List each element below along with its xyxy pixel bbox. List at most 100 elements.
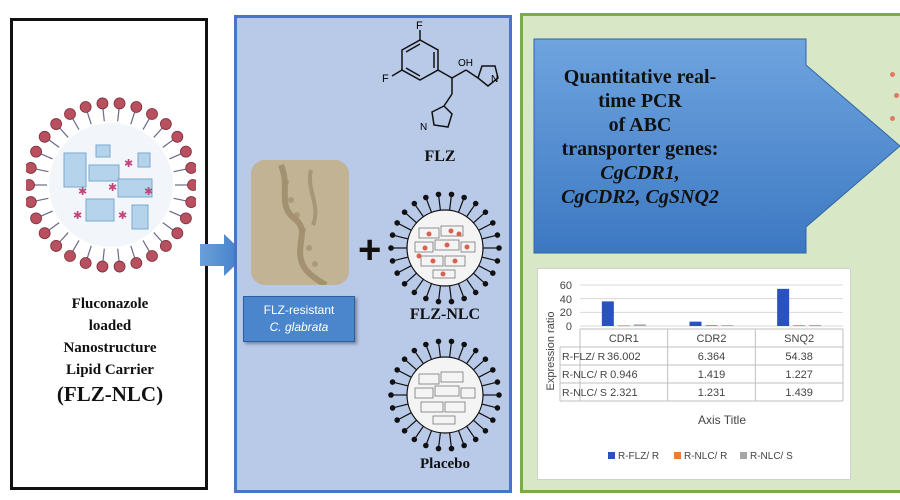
lipid-tail bbox=[173, 197, 188, 202]
surfactant-head bbox=[435, 445, 442, 452]
lipid-head bbox=[185, 196, 196, 208]
legend-label: R-NLC/ R bbox=[684, 451, 727, 462]
lipid-tail bbox=[39, 152, 53, 160]
nlc-caption: Fluconazole loaded Nanostructure Lipid C… bbox=[20, 293, 200, 407]
surfactant-head bbox=[411, 347, 418, 354]
legend-swatch bbox=[740, 452, 747, 459]
lipid-tail bbox=[58, 232, 69, 244]
surfactant-head bbox=[482, 281, 489, 287]
lipid-head bbox=[79, 257, 92, 269]
lipid-head bbox=[159, 118, 172, 130]
drug-molecule: ✱ bbox=[73, 210, 82, 222]
lipid-head bbox=[64, 108, 76, 120]
surfactant-head bbox=[388, 245, 394, 251]
category-label: CDR1 bbox=[609, 333, 639, 345]
surfactant-head bbox=[461, 341, 467, 348]
surfactant-head bbox=[472, 289, 479, 296]
surfactant-head bbox=[423, 341, 429, 348]
lipid-head bbox=[96, 260, 109, 273]
lipid-head bbox=[146, 250, 158, 262]
lipid-tail bbox=[142, 240, 151, 253]
lipid-tail bbox=[130, 245, 136, 260]
bar bbox=[705, 325, 718, 326]
surfactant-head bbox=[389, 405, 396, 411]
surfactant-head bbox=[394, 220, 400, 226]
lipid-head bbox=[79, 101, 92, 113]
strain-label-box: FLZ-resistant C. glabrata bbox=[243, 296, 355, 342]
lipid-tail bbox=[86, 110, 92, 125]
surfactant-head bbox=[461, 295, 467, 302]
category-label: SNQ2 bbox=[784, 333, 814, 345]
lipid-crystal bbox=[88, 164, 120, 182]
surfactant-head bbox=[482, 428, 489, 434]
lipid-head bbox=[171, 227, 184, 240]
surfactant-head bbox=[411, 200, 418, 207]
surfactant-head bbox=[490, 220, 496, 226]
lipid-head bbox=[159, 240, 172, 252]
lipid-tail bbox=[173, 168, 188, 173]
caption-line: Nanostructure bbox=[63, 340, 157, 356]
surfactant-head bbox=[494, 379, 501, 385]
data-label: 1.227 bbox=[785, 369, 813, 381]
surfactant-head bbox=[435, 338, 442, 345]
series-label: R-NLC/ S bbox=[562, 387, 607, 399]
surfactant-head bbox=[389, 258, 396, 264]
surfactant-head bbox=[411, 289, 418, 296]
expression-chart: CDR1 CDR2 SNQ2 R-FLZ/ R 36.002 6.364 54.38 R-NL… bbox=[537, 268, 851, 480]
lipid-head bbox=[96, 97, 109, 110]
data-label: 54.38 bbox=[785, 351, 813, 363]
lipid-head bbox=[113, 97, 126, 110]
lipid-crystal bbox=[95, 144, 111, 158]
lipid-tail bbox=[169, 210, 183, 218]
lipid-crystal bbox=[117, 178, 153, 198]
x-axis-title: Axis Title bbox=[698, 413, 746, 427]
lipid-crystal bbox=[63, 152, 87, 188]
caption-abbrev: (FLZ-NLC) bbox=[56, 382, 164, 406]
surfactant-head bbox=[435, 298, 442, 305]
y-tick-label: 60 bbox=[560, 280, 572, 292]
strain-name: FLZ-resistant bbox=[263, 303, 335, 317]
surfactant-head bbox=[472, 200, 479, 207]
microscopy-image bbox=[251, 160, 349, 285]
bar bbox=[689, 321, 702, 326]
lipid-head bbox=[38, 227, 51, 240]
surfactant-head bbox=[401, 356, 408, 362]
lipid-head bbox=[130, 101, 143, 113]
surfactant-head bbox=[423, 194, 429, 201]
decor-dot bbox=[890, 72, 895, 77]
lipid-head bbox=[26, 196, 37, 208]
surfactant-head bbox=[435, 191, 442, 198]
surfactant-head bbox=[472, 347, 479, 354]
surfactant-head bbox=[394, 270, 400, 276]
lipid-head bbox=[187, 179, 196, 191]
bar bbox=[721, 325, 734, 326]
surfactant-head bbox=[389, 232, 396, 238]
caption-line: loaded bbox=[88, 318, 132, 334]
drug-molecule: ✱ bbox=[108, 182, 117, 194]
surfactant-head bbox=[448, 191, 455, 198]
surfactant-head bbox=[461, 194, 467, 201]
atom-label: F bbox=[416, 20, 423, 32]
data-label: 1.419 bbox=[698, 369, 726, 381]
lipid-tail bbox=[47, 138, 60, 148]
surfactant-head bbox=[482, 356, 489, 362]
caption-line: Fluconazole bbox=[71, 296, 149, 312]
bar bbox=[633, 324, 646, 326]
lipid-head bbox=[180, 212, 192, 225]
surfactant-head bbox=[490, 417, 496, 423]
y-tick-label: 20 bbox=[560, 307, 572, 319]
lipid-head bbox=[146, 108, 158, 120]
lipid-tail bbox=[71, 117, 80, 130]
lipid-tail bbox=[47, 222, 60, 232]
lipid-tail bbox=[102, 248, 105, 263]
nlc-particle-illustration: ✱ ✱ ✱ ✱ ✱ ✱ bbox=[26, 97, 196, 273]
surfactant-head bbox=[494, 232, 501, 238]
lipid-tail bbox=[130, 110, 136, 125]
atom-label: N bbox=[491, 74, 498, 85]
surfactant-head bbox=[423, 295, 429, 302]
lipid-head bbox=[130, 257, 143, 269]
category-label: CDR2 bbox=[697, 333, 727, 345]
lipid-head bbox=[185, 162, 196, 174]
surfactant-head bbox=[388, 392, 394, 398]
